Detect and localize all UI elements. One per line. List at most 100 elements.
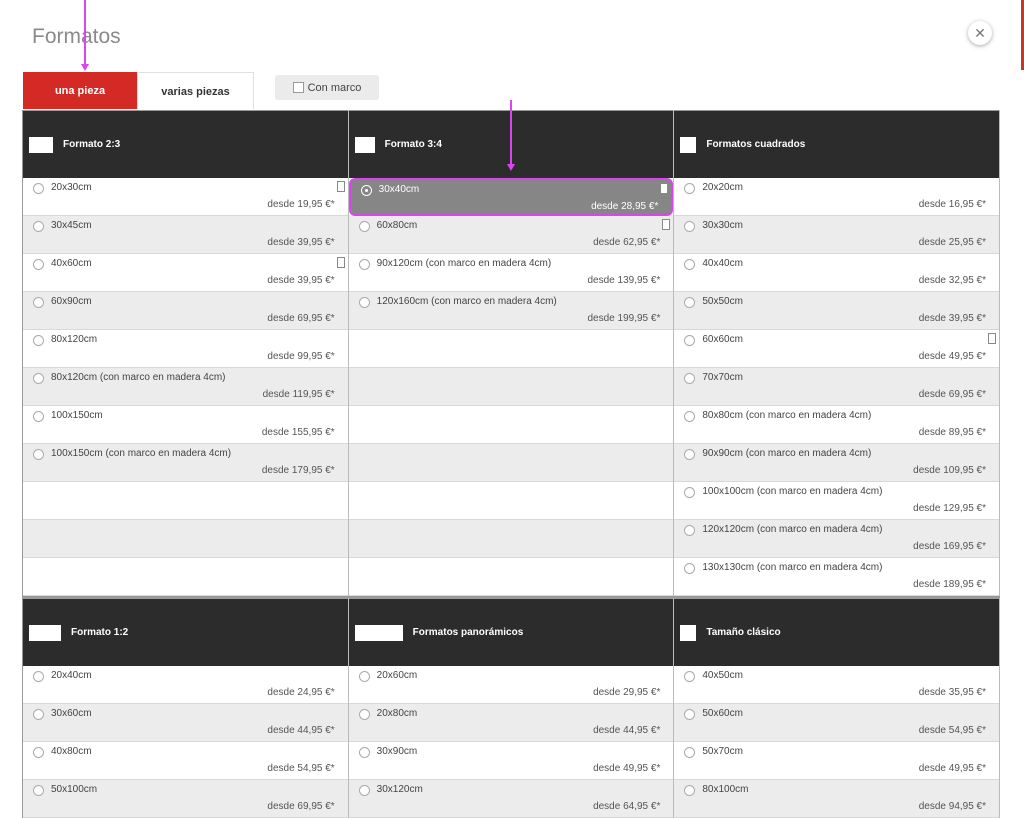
close-icon[interactable]: ✕: [968, 21, 992, 45]
format-option-row[interactable]: 60x80cm desde 62,95 €*: [348, 216, 674, 254]
format-option-row[interactable]: 40x60cm desde 39,95 €*: [23, 254, 348, 292]
format-group: Tamaño clásico 40x50cm desde 35,95 €* 50x60…: [674, 598, 1001, 818]
format-radio[interactable]: [358, 709, 370, 720]
format-radio[interactable]: [358, 785, 370, 796]
format-option-row[interactable]: 30x30cm desde 25,95 €*: [674, 216, 1000, 254]
format-price: desde 25,95 €*: [918, 237, 987, 248]
format-size-label: 20x30cm: [51, 182, 92, 193]
format-radio[interactable]: [33, 335, 44, 346]
format-radio[interactable]: [33, 259, 44, 270]
tab-una-pieza[interactable]: una pieza: [23, 72, 137, 109]
format-option-row[interactable]: 20x40cm desde 24,95 €*: [23, 666, 348, 704]
format-option-row[interactable]: 30x120cm desde 64,95 €*: [348, 780, 674, 818]
format-radio[interactable]: [358, 259, 370, 270]
format-price: desde 39,95 €*: [918, 313, 987, 324]
format-radio[interactable]: [684, 671, 696, 682]
format-radio[interactable]: [358, 297, 370, 308]
format-radio[interactable]: [684, 525, 696, 536]
format-radio[interactable]: [358, 747, 370, 758]
format-radio[interactable]: [33, 671, 44, 682]
format-group-header: Formatos panorámicos: [348, 598, 674, 666]
format-radio[interactable]: [684, 183, 696, 194]
format-option-row[interactable]: 80x120cm (con marco en madera 4cm) desde …: [23, 368, 348, 406]
format-radio[interactable]: [684, 297, 696, 308]
format-option-row[interactable]: 50x60cm desde 54,95 €*: [674, 704, 1000, 742]
format-radio[interactable]: [684, 449, 696, 460]
format-radio[interactable]: [684, 221, 696, 232]
format-option-row[interactable]: 80x100cm desde 94,95 €*: [674, 780, 1000, 818]
format-option-row[interactable]: 120x160cm (con marco en madera 4cm) desde…: [348, 292, 674, 330]
format-option-row[interactable]: 40x50cm desde 35,95 €*: [674, 666, 1000, 704]
aspect-ratio-icon: [29, 624, 61, 641]
format-option-row[interactable]: 80x120cm desde 99,95 €*: [23, 330, 348, 368]
format-option-row[interactable]: 30x45cm desde 39,95 €*: [23, 216, 348, 254]
edge-strip: [1021, 0, 1024, 70]
format-size-label: 30x90cm: [376, 746, 418, 757]
format-option-row[interactable]: 20x20cm desde 16,95 €*: [674, 178, 1000, 216]
portrait-orientation-icon: [988, 333, 997, 344]
format-radio[interactable]: [33, 183, 44, 194]
format-radio[interactable]: [684, 373, 696, 384]
format-option-row[interactable]: 130x130cm (con marco en madera 4cm) desde…: [674, 558, 1000, 596]
format-option-row[interactable]: 100x100cm (con marco en madera 4cm) desde…: [674, 482, 1000, 520]
format-option-row[interactable]: 30x90cm desde 49,95 €*: [348, 742, 674, 780]
format-size-label: 90x120cm (con marco en madera 4cm): [376, 258, 552, 269]
format-groups-top: Formato 2:3 20x30cm desde 19,95 €* 30x45cm d…: [22, 110, 1001, 596]
format-radio[interactable]: [684, 747, 696, 758]
format-option-row[interactable]: 100x150cm (con marco en madera 4cm) desde…: [23, 444, 348, 482]
tab-varias-piezas[interactable]: varias piezas: [137, 72, 254, 109]
format-option-row[interactable]: 100x150cm desde 155,95 €*: [23, 406, 348, 444]
format-group-title: Formatos panorámicos: [412, 627, 524, 638]
format-radio[interactable]: [684, 335, 696, 346]
format-radio[interactable]: [358, 221, 370, 232]
format-option-row: [348, 558, 674, 596]
format-radio[interactable]: [358, 671, 370, 682]
format-option-row[interactable]: 40x40cm desde 32,95 €*: [674, 254, 1000, 292]
con-marco-toggle[interactable]: Con marco: [275, 75, 379, 100]
format-radio[interactable]: [33, 411, 44, 422]
format-size-label: 50x70cm: [702, 746, 743, 757]
format-price: desde 189,95 €*: [913, 579, 987, 590]
format-size-label: 120x160cm (con marco en madera 4cm): [376, 296, 557, 307]
format-size-label: 100x150cm (con marco en madera 4cm): [51, 448, 232, 459]
format-option-row[interactable]: 50x70cm desde 49,95 €*: [674, 742, 1000, 780]
format-option-row[interactable]: 90x90cm (con marco en madera 4cm) desde 1…: [674, 444, 1000, 482]
format-option-row: [348, 406, 674, 444]
format-radio[interactable]: [33, 785, 44, 796]
format-price: desde 129,95 €*: [913, 503, 987, 514]
con-marco-checkbox[interactable]: [292, 82, 304, 93]
format-option-row[interactable]: 20x80cm desde 44,95 €*: [348, 704, 674, 742]
format-price: desde 29,95 €*: [593, 687, 661, 698]
annotation-arrow-head: [507, 164, 515, 171]
format-size-label: 80x100cm: [702, 784, 749, 795]
format-option-row[interactable]: 20x60cm desde 29,95 €*: [348, 666, 674, 704]
format-option-row[interactable]: 50x50cm desde 39,95 €*: [674, 292, 1000, 330]
format-radio[interactable]: [684, 411, 696, 422]
format-radio[interactable]: [684, 487, 696, 498]
format-size-label: 30x45cm: [51, 220, 92, 231]
format-radio[interactable]: [33, 297, 44, 308]
format-option-row[interactable]: 60x60cm desde 49,95 €*: [674, 330, 1000, 368]
format-option-row[interactable]: 40x80cm desde 54,95 €*: [23, 742, 348, 780]
format-radio[interactable]: [33, 449, 44, 460]
format-option-row[interactable]: 50x100cm desde 69,95 €*: [23, 780, 348, 818]
format-radio[interactable]: [684, 709, 696, 720]
format-size-label: 60x90cm: [51, 296, 92, 307]
format-option-row[interactable]: 20x30cm desde 19,95 €*: [23, 178, 348, 216]
format-option-row[interactable]: 80x80cm (con marco en madera 4cm) desde 8…: [674, 406, 1000, 444]
format-radio[interactable]: [684, 259, 696, 270]
format-option-row[interactable]: 30x60cm desde 44,95 €*: [23, 704, 348, 742]
format-radio[interactable]: [33, 709, 44, 720]
format-option-row[interactable]: 90x120cm (con marco en madera 4cm) desde …: [348, 254, 674, 292]
format-radio[interactable]: [684, 785, 696, 796]
format-option-row[interactable]: 60x90cm desde 69,95 €*: [23, 292, 348, 330]
format-option-row[interactable]: 70x70cm desde 69,95 €*: [674, 368, 1000, 406]
format-radio[interactable]: [33, 373, 44, 384]
format-radio[interactable]: [33, 221, 44, 232]
format-radio[interactable]: [33, 747, 44, 758]
format-option-row: [348, 368, 674, 406]
format-option-row[interactable]: 120x120cm (con marco en madera 4cm) desde…: [674, 520, 1000, 558]
format-radio[interactable]: [684, 563, 696, 574]
format-option-row[interactable]: 30x40cm desde 28,95 €*: [348, 178, 674, 216]
format-radio[interactable]: [360, 185, 372, 196]
